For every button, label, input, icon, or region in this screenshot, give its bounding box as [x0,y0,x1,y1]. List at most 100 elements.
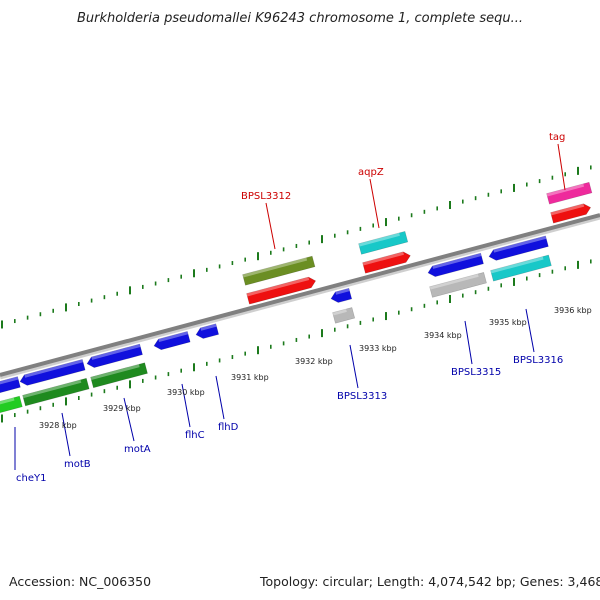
label-leader-lines [14,143,566,470]
gene-label[interactable]: motB [64,459,91,470]
gene-arrow-highlight [493,235,547,253]
gene-arrow-highlight [246,277,310,297]
gene-label[interactable]: motA [124,444,151,455]
gene-arrow[interactable] [246,276,317,305]
kbp-label: 3936 kbp [554,306,592,315]
cog-block-body [332,307,356,324]
cog-block[interactable] [429,271,487,298]
gene-arrow-body [246,276,317,305]
gene-arrow-body [0,376,21,394]
cog-block-body [429,271,487,298]
cog-block-body [90,362,148,389]
gene-arrow-body [86,343,143,368]
leader-line [265,202,276,250]
cog-block[interactable] [242,255,316,286]
genome-summary-text: Topology: circular; Length: 4,074,542 bp… [260,574,600,589]
cog-block-highlight [358,232,400,247]
gene-arrow-body [362,251,411,274]
gene-arrow[interactable] [195,323,220,340]
leader-line [525,308,535,353]
backbone-line [0,213,600,377]
gene-arrow-body [427,252,484,277]
gene-arrow-highlight [0,376,19,386]
gene-label[interactable]: BPSL3312 [241,191,291,202]
gene-arrow[interactable] [86,343,143,369]
gene-arrow-body [330,287,353,303]
gene-arrow-body [153,330,191,351]
cog-block[interactable] [358,230,409,255]
gene-arrow-body [195,323,220,339]
gene-label[interactable]: BPSL3316 [513,355,563,366]
kbp-labels: 3928 kbp 3929 kbp 3930 kbp 3931 kbp 3932 kbp… [39,306,592,430]
cog-block-body [0,395,23,416]
cog-block[interactable] [90,362,148,389]
leader-line [464,320,473,365]
gene-arrow-body [19,358,86,386]
kbp-label: 3933 kbp [359,344,397,353]
leader-line [369,178,380,229]
cog-block-body [22,377,90,407]
gene-label[interactable]: BPSL3313 [337,391,387,402]
cog-block-highlight [90,364,140,381]
gene-arrow[interactable] [0,376,21,395]
cog-block[interactable] [332,307,356,324]
gene-arrow[interactable] [427,252,484,278]
gene-arrow-body [488,235,549,261]
gene-label[interactable]: tag [549,132,565,143]
gene-labels[interactable]: cheY1 motB motA flhC flhD BPSL3312 aqpZ BPSL331… [16,132,565,484]
cog-block[interactable] [490,254,552,282]
gene-arrow[interactable] [550,202,592,224]
map-title: Burkholderia pseudomallei K96243 chromos… [76,11,524,26]
accession-text: Accession: NC_006350 [9,574,152,589]
kbp-label: 3932 kbp [295,357,333,366]
cog-block-body [242,255,316,286]
cog-block-highlight [546,183,585,197]
kbp-label: 3931 kbp [231,373,269,382]
cog-block[interactable] [546,181,593,205]
gene-arrow-highlight [24,359,84,378]
gene-label[interactable]: flhC [185,430,205,441]
cog-block[interactable] [22,377,90,407]
gene-arrow[interactable] [153,330,191,351]
gene-arrow-highlight [362,251,404,266]
cog-block-highlight [429,273,479,290]
cog-block-highlight [490,256,544,274]
gene-arrow[interactable] [488,235,549,262]
gene-label[interactable]: aqpZ [358,167,384,178]
cog-block-highlight [242,257,308,278]
gene-arrow-highlight [200,323,217,331]
gene-features[interactable] [0,181,593,416]
gene-arrow-body [550,203,592,224]
gene-arrow-highlight [550,203,585,216]
cog-block-highlight [22,379,82,399]
leader-line [123,397,135,442]
kbp-label: 3928 kbp [39,421,77,430]
leader-line [215,375,225,420]
cog-block-body [358,230,409,255]
leader-line [557,143,566,191]
kbp-label: 3935 kbp [489,318,527,327]
gene-arrow[interactable] [362,250,412,274]
cog-block-highlight [332,309,347,316]
leader-line [61,412,71,457]
gene-arrow[interactable] [19,358,86,387]
gene-label[interactable]: BPSL3315 [451,367,501,378]
gene-label[interactable]: cheY1 [16,473,46,484]
chromosome-backbone [0,213,600,380]
gene-arrow[interactable] [330,287,353,304]
kbp-label: 3934 kbp [424,331,462,340]
cog-block-body [546,181,593,205]
cog-block-highlight [0,397,15,408]
kbp-label: 3929 kbp [103,404,141,413]
gene-arrow-highlight [432,253,482,269]
gene-label[interactable]: flhD [218,422,239,433]
leader-line [181,383,191,428]
gene-arrow-highlight [335,288,350,295]
cog-block[interactable] [0,395,23,416]
cog-block-body [490,254,552,282]
kbp-label: 3930 kbp [167,388,205,397]
leader-line [349,344,359,389]
gene-arrow-highlight [158,331,189,342]
tick-marks [1,165,592,423]
